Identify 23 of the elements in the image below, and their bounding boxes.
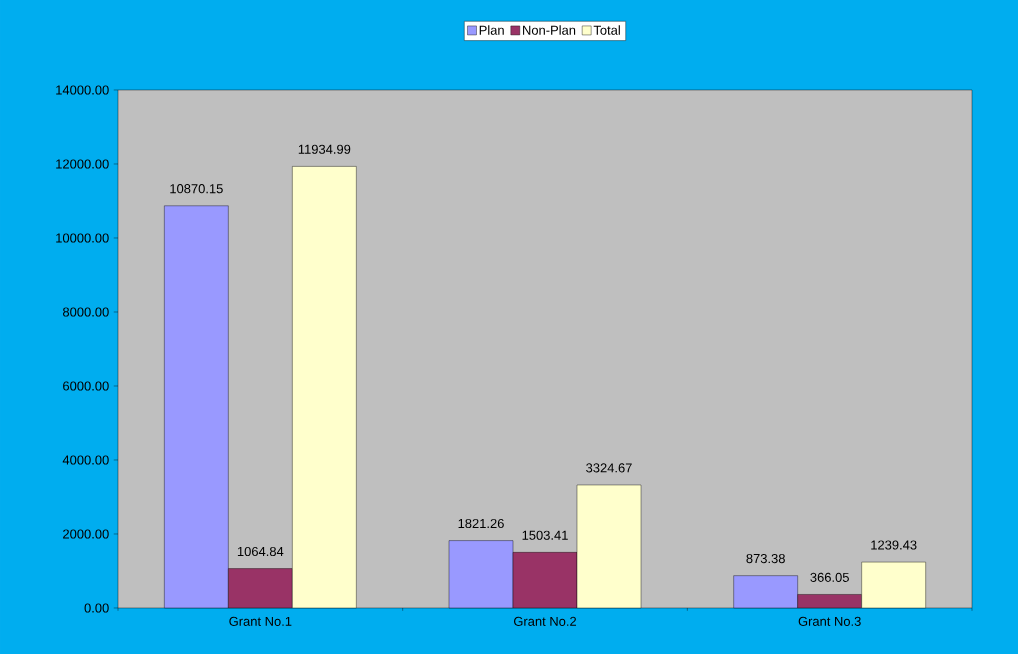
x-tick-label: Grant No.2 xyxy=(513,616,577,626)
data-label: 3324.67 xyxy=(586,463,632,473)
data-label: 1821.26 xyxy=(458,518,504,529)
y-tick-label: 14000.00 xyxy=(56,85,109,95)
y-tick-label: 6000.00 xyxy=(63,381,109,391)
data-label: 1064.84 xyxy=(237,546,284,557)
x-tick-label: Grant No.3 xyxy=(798,616,861,626)
y-tick-label: 2000.00 xyxy=(63,529,109,539)
y-tick-label: 4000.00 xyxy=(62,455,109,465)
data-label: 873.38 xyxy=(746,553,785,564)
legend-label: Total xyxy=(593,25,620,35)
legend-label: Plan xyxy=(479,25,504,35)
data-label: 1503.41 xyxy=(522,530,568,540)
data-label: 11934.99 xyxy=(298,144,351,154)
data-label: 10870.15 xyxy=(170,184,223,194)
y-tick-label: 8000.00 xyxy=(62,307,109,317)
y-tick-label: 0.00 xyxy=(84,603,109,613)
data-label: 366.05 xyxy=(810,572,849,582)
data-label: 1239.43 xyxy=(871,540,917,550)
x-tick-label: Grant No.1 xyxy=(229,616,292,626)
legend-label: Non-Plan xyxy=(523,25,576,35)
y-tick-label: 10000.00 xyxy=(56,233,109,243)
y-tick-label: 12000.00 xyxy=(56,159,109,169)
